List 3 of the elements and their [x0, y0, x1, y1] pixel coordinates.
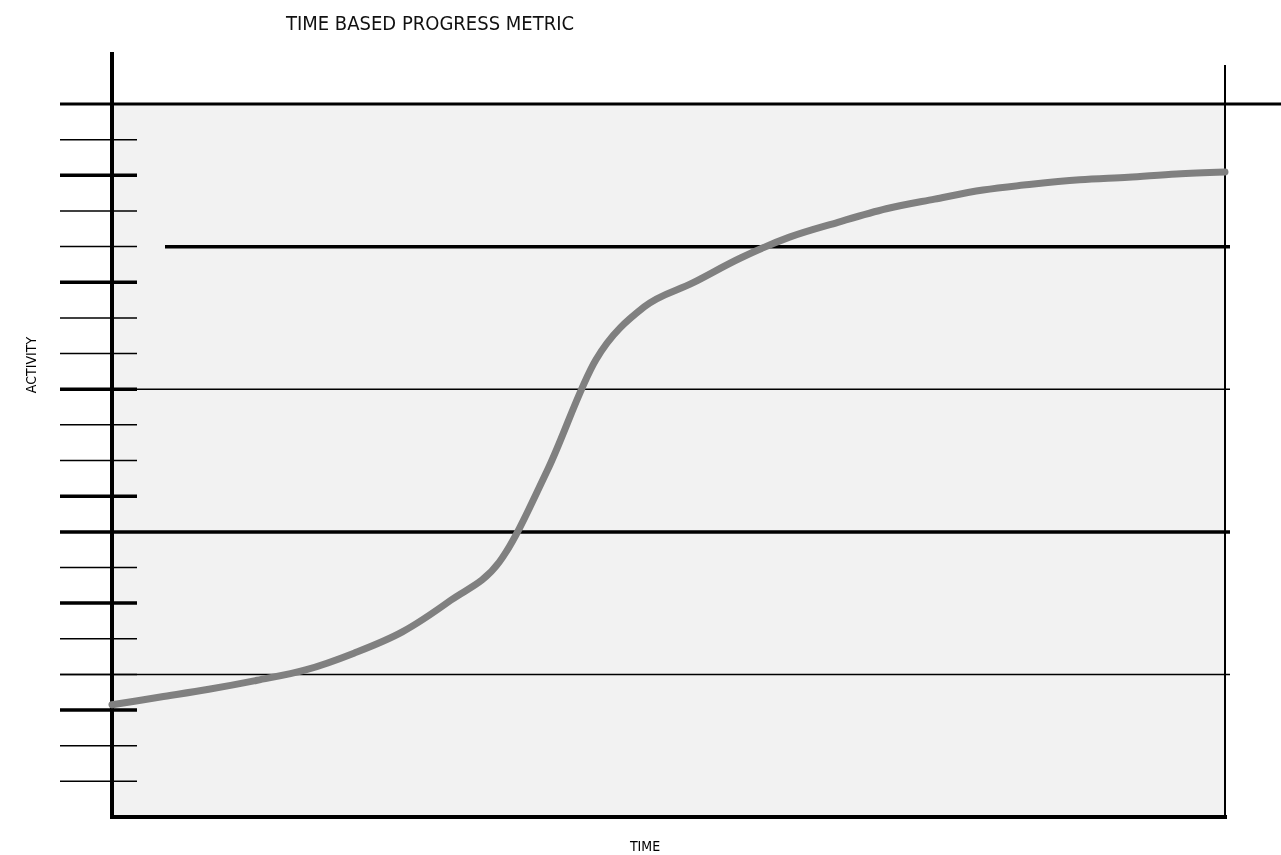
- x-axis-title: TIME: [628, 838, 661, 854]
- chart-title: TIME BASED PROGRESS METRIC: [284, 11, 575, 35]
- y-axis-title: ACTIVITY: [23, 336, 39, 394]
